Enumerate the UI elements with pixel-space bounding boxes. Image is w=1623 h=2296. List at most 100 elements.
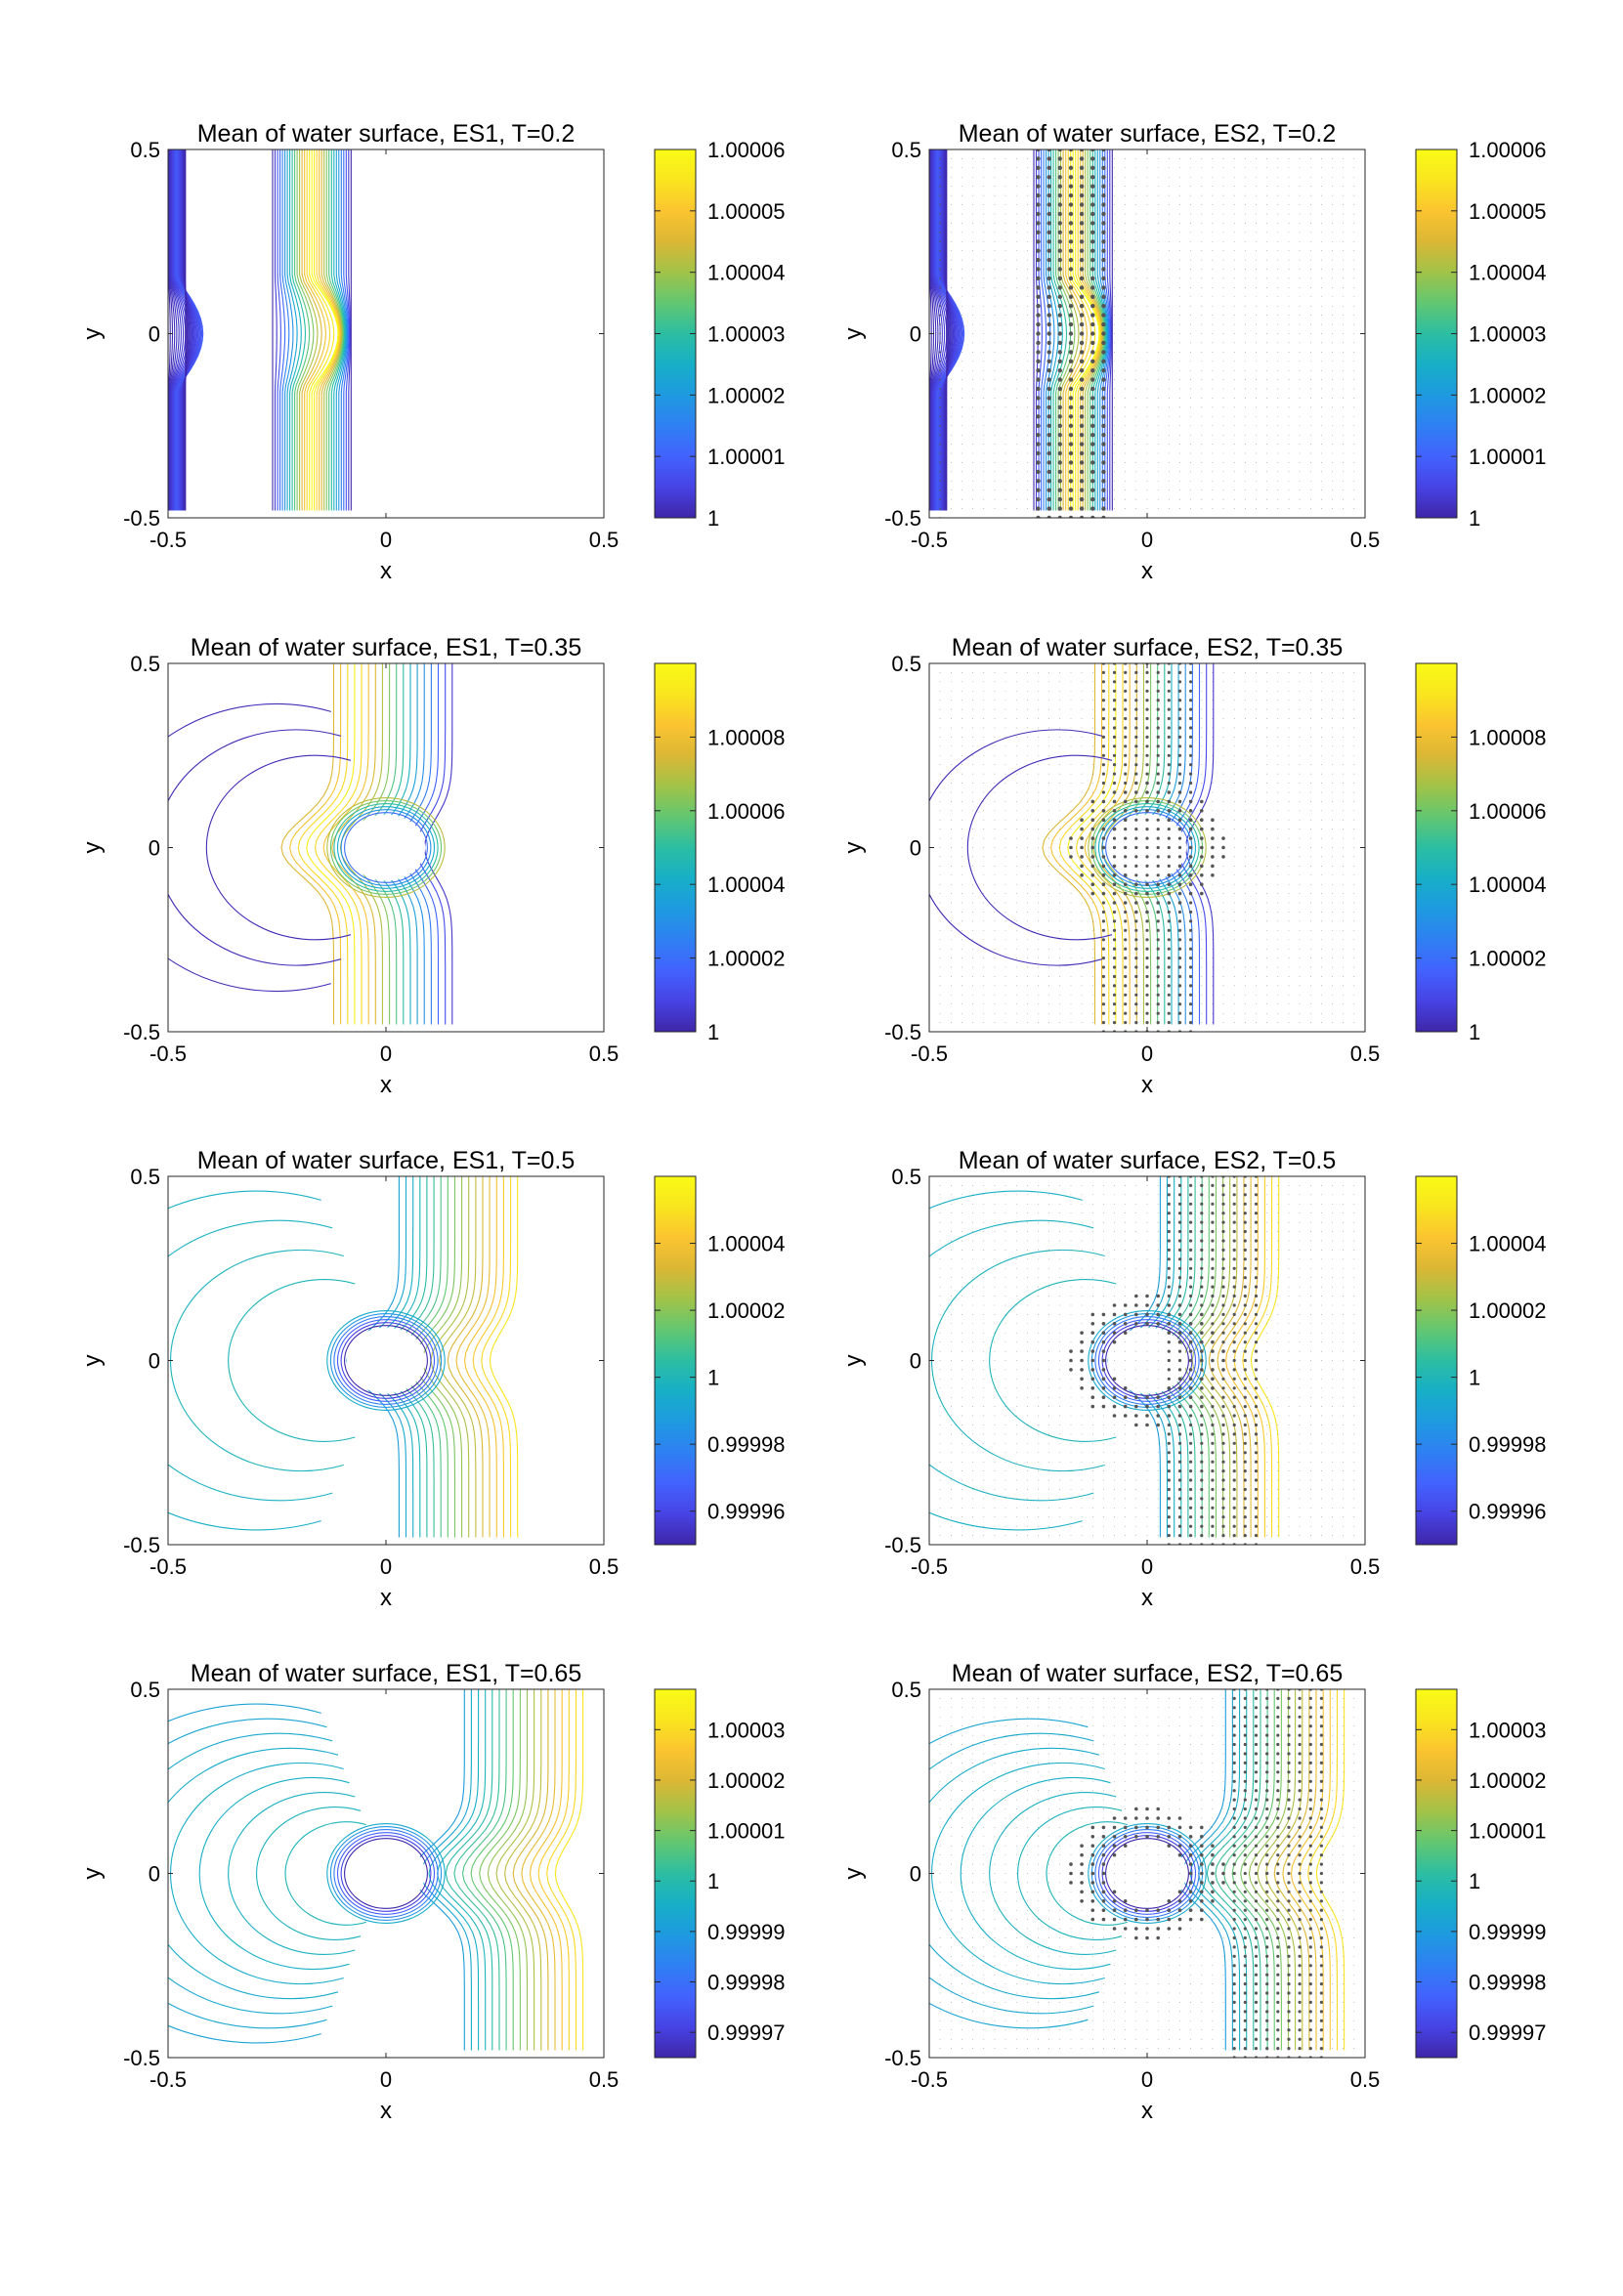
quiver-dot [1057, 239, 1063, 244]
quiver-dot [1101, 257, 1106, 263]
quiver-dot [1233, 700, 1235, 702]
quiver-dot [1059, 1433, 1061, 1435]
quiver-dot [1004, 985, 1006, 987]
quiver-dot [1048, 1286, 1050, 1288]
quiver-dot [1026, 1341, 1028, 1343]
quiver-dot [994, 194, 996, 196]
quiver-dot [1244, 232, 1246, 234]
quiver-dot [1256, 240, 1257, 242]
quiver-dot [1299, 893, 1301, 894]
quiver-dot [1309, 213, 1311, 215]
quiver-dot [1135, 1498, 1137, 1500]
quiver-dot [950, 902, 952, 904]
quiver-dot [1332, 489, 1333, 491]
quiver-dot [961, 186, 962, 188]
quiver-dot [1332, 708, 1333, 710]
quiver-dot [1244, 948, 1246, 950]
quiver-dot [1353, 874, 1355, 876]
quiver-dot [1212, 194, 1214, 196]
quiver-dot [1079, 496, 1085, 502]
quiver-dot [1015, 727, 1017, 729]
quiver-dot [939, 1406, 941, 1407]
quiver-dot [1309, 801, 1311, 802]
quiver-dot [950, 948, 952, 950]
quiver-dot [1212, 783, 1214, 784]
quiver-dot [1004, 1296, 1006, 1297]
quiver-dot [1146, 204, 1148, 205]
quiver-dot [1299, 672, 1301, 673]
quiver-dot [994, 1240, 996, 1242]
quiver-dot [1046, 267, 1051, 272]
quiver-dot [1114, 204, 1115, 205]
quiver-dot [1145, 828, 1149, 831]
quiver-dot [1256, 948, 1257, 950]
quiver-dot [1256, 186, 1257, 188]
quiver-dot [1179, 204, 1180, 205]
quiver-dot [1079, 396, 1085, 401]
quiver-dot [1070, 1323, 1072, 1325]
quiver-dot [1156, 864, 1160, 869]
y-tick-label: 0 [149, 1349, 160, 1374]
quiver-dot [1070, 773, 1072, 775]
quiver-dot [1332, 232, 1333, 234]
quiver-dot [994, 764, 996, 766]
quiver-dot [1211, 1487, 1215, 1492]
quiver-dot [1125, 277, 1127, 279]
quiver-dot [1146, 323, 1148, 325]
quiver-dot [1059, 1498, 1061, 1500]
quiver-dot [950, 1489, 952, 1490]
quiver-dot [1004, 1212, 1006, 1214]
quiver-dot [983, 856, 985, 858]
quiver-dot [1068, 184, 1074, 189]
quiver-dot [1079, 377, 1085, 382]
quiver-dot [1070, 690, 1072, 692]
quiver-dot [1156, 716, 1160, 721]
quiver-dot [1299, 856, 1301, 858]
quiver-dot [1177, 938, 1182, 942]
quiver-dot [1277, 186, 1279, 188]
quiver-dot [1332, 194, 1333, 196]
quiver-dot [1057, 479, 1063, 484]
quiver-dot [939, 783, 941, 784]
quiver-dot [1015, 874, 1017, 876]
quiver-dot [1212, 342, 1214, 344]
quiver-dot [1332, 700, 1333, 702]
quiver-dot [1211, 1285, 1215, 1289]
quiver-dot [939, 920, 941, 922]
quiver-dot [983, 352, 985, 353]
quiver-dot [939, 966, 941, 968]
quiver-dot [1256, 920, 1257, 922]
quiver-dot [1114, 1461, 1115, 1463]
quiver-dot [1190, 471, 1191, 473]
quiver-dot [1114, 369, 1115, 371]
quiver-dot [1201, 957, 1203, 958]
quiver-dot [1189, 772, 1193, 776]
quiver-dot [1288, 883, 1290, 885]
quiver-dot [1123, 1395, 1128, 1399]
quiver-dot [994, 1341, 996, 1343]
quiver-dot [1048, 773, 1050, 775]
quiver-dot [1233, 223, 1235, 224]
quiver-dot [1232, 1432, 1236, 1436]
contour-ring [329, 1313, 443, 1408]
quiver-dot [1081, 1258, 1083, 1260]
quiver-dot [1177, 1276, 1182, 1280]
quiver-dot [1332, 939, 1333, 941]
quiver-dot [1070, 912, 1072, 913]
quiver-dot [1004, 1314, 1006, 1315]
quiver-dot [1222, 681, 1224, 683]
quiver-dot [961, 866, 962, 867]
quiver-dot [950, 1498, 952, 1500]
quiver-dot [1048, 902, 1050, 904]
quiver-dot [1277, 415, 1279, 417]
quiver-dot [1081, 1452, 1083, 1454]
quiver-dot [1332, 296, 1333, 298]
quiver-dot [950, 1022, 952, 1023]
quiver-dot [1256, 434, 1257, 436]
quiver-dot [972, 1212, 973, 1214]
quiver-dot [1026, 1212, 1028, 1214]
quiver-dot [1026, 1185, 1028, 1186]
quiver-dot [1101, 1331, 1106, 1335]
quiver-dot [1299, 700, 1301, 702]
quiver-dot [1288, 847, 1290, 848]
